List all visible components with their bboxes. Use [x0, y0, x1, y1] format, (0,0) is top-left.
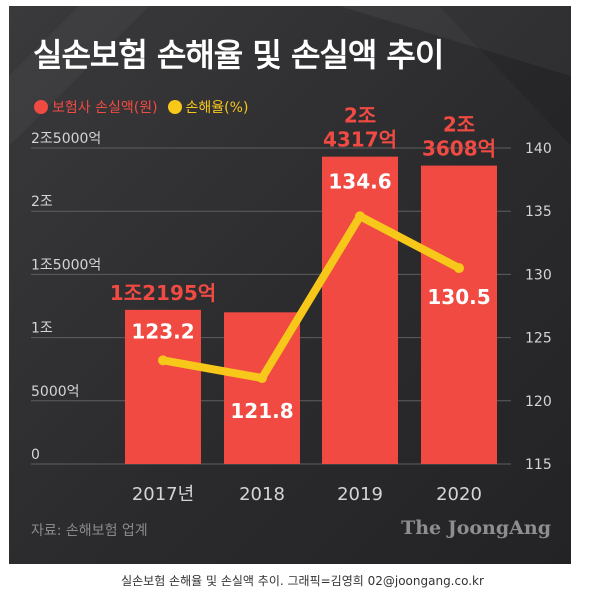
y-right-tick-label: 120	[525, 394, 552, 410]
ratio-point	[257, 373, 267, 384]
ratio-value-label: 121.8	[230, 399, 293, 423]
deco-shape	[339, 6, 571, 76]
bar	[421, 165, 497, 464]
y-right-tick-label: 115	[525, 457, 552, 473]
y-left-tick-label: 1조	[31, 321, 53, 337]
y-left-tick-label: 1조5000억	[31, 257, 101, 273]
source-note: 자료: 손해보험 업계	[31, 523, 148, 539]
deco-shape	[439, 6, 571, 146]
image-caption: 실손보험 손해율 및 손실액 추이. 그래픽=김영희 02@joongang.c…	[121, 574, 484, 588]
legend-swatch-ratio	[167, 100, 182, 114]
y-left-tick-label: 5000억	[31, 384, 80, 400]
x-tick-label: 2019	[337, 484, 383, 505]
y-left-tick-label: 2조5000억	[31, 131, 101, 147]
x-tick-label: 2017년	[132, 484, 194, 505]
publisher-logo: The JoongAng	[401, 517, 551, 539]
ratio-value-label: 134.6	[328, 169, 391, 193]
y-right-tick-label: 125	[525, 331, 552, 347]
bar	[322, 156, 398, 464]
y-right-tick-label: 130	[525, 267, 552, 283]
bar-value-label: 2조	[344, 104, 376, 128]
ratio-value-label: 130.5	[427, 285, 490, 309]
bar-value-label: 2조	[443, 113, 475, 137]
bar	[125, 309, 201, 464]
legend-label-loss: 보험사 손실액(원)	[52, 100, 158, 116]
legend-item-ratio: 손해율(%)	[167, 97, 249, 117]
ratio-point	[355, 211, 365, 222]
bar-value-label: 1조2195억	[110, 281, 216, 305]
bar-value-label: 4317억	[323, 128, 397, 152]
chart-title: 실손보험 손해율 및 손실액 추이	[33, 36, 444, 74]
infographic-card: 실손보험 손해율 및 손실액 추이 보험사 손실액(원) 손해율(%) 0 500…	[9, 6, 571, 564]
x-tick-label: 2020	[436, 484, 482, 505]
ratio-point	[454, 263, 464, 274]
legend-swatch-loss	[34, 100, 48, 114]
bar-value-label: 3608억	[422, 137, 496, 161]
legend-label-ratio: 손해율(%)	[185, 100, 249, 116]
legend-item-loss: 보험사 손실액(원)	[34, 97, 158, 117]
ratio-value-label: 123.2	[131, 319, 194, 343]
y-left-tick-label: 0	[31, 447, 40, 463]
y-right-tick-label: 135	[525, 204, 552, 220]
y-right-tick-label: 140	[525, 141, 552, 157]
ratio-line	[159, 212, 463, 383]
x-tick-label: 2018	[239, 484, 285, 505]
background-decoration	[339, 6, 571, 146]
combo-chart: 0 5000억 1조 1조5000억 2조 2조5000억 115 120 125 130 135 1…	[31, 104, 552, 505]
ratio-point	[158, 355, 168, 366]
y-left-tick-label: 2조	[31, 194, 53, 210]
legend: 보험사 손실액(원) 손해율(%)	[34, 97, 258, 117]
